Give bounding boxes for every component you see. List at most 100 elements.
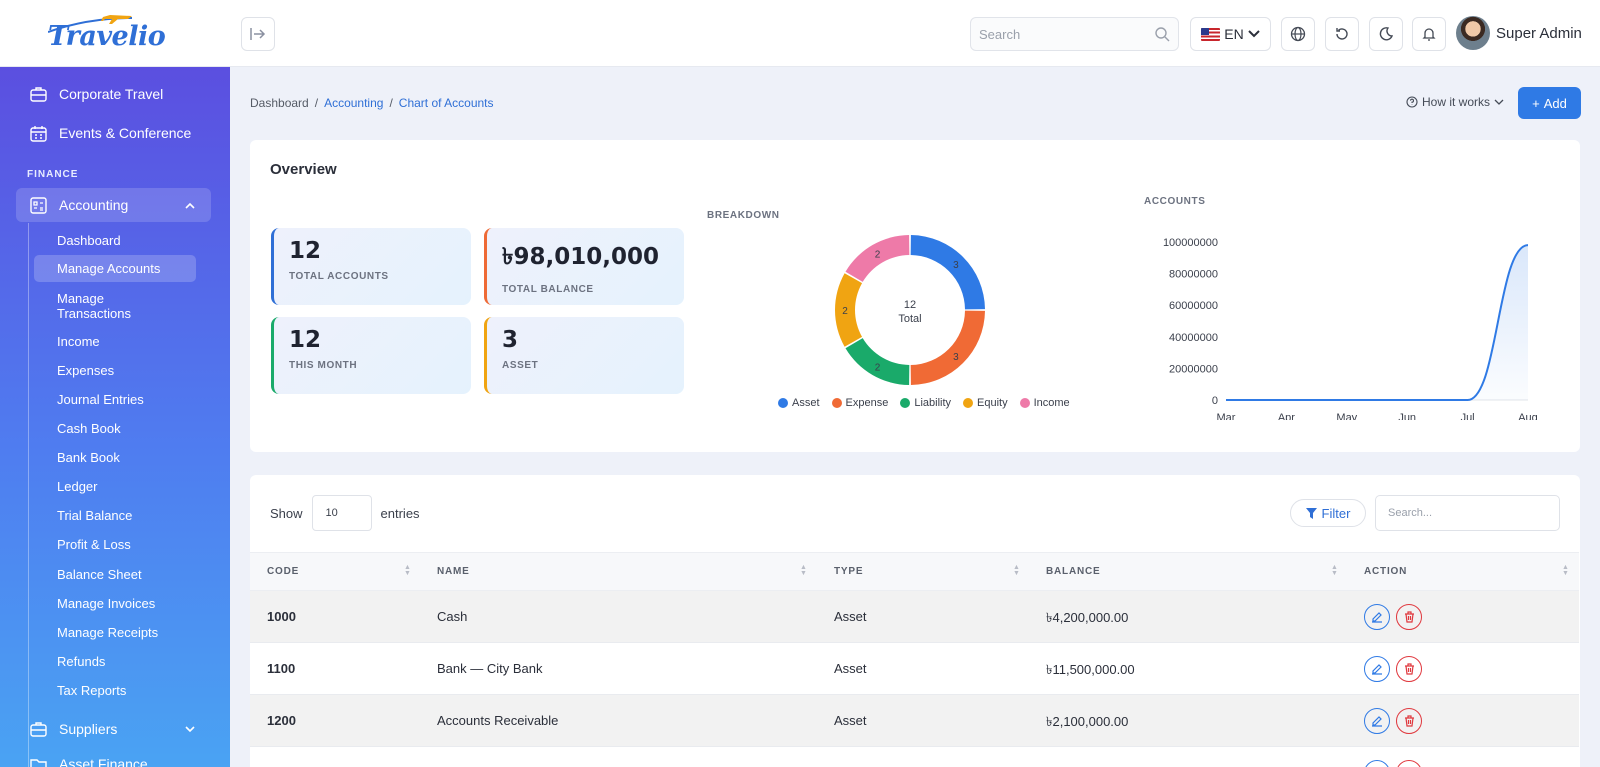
sub-item-income[interactable]: Income <box>57 334 100 349</box>
sub-item-manage-invoices[interactable]: Manage Invoices <box>57 596 156 611</box>
sub-item-refunds[interactable]: Refunds <box>57 654 106 669</box>
table-row: 1100 Bank — City Bank Asset ৳11,500,000.… <box>250 643 1579 695</box>
breadcrumb: Dashboard / Accounting / Chart of Accoun… <box>250 96 494 110</box>
delete-button[interactable] <box>1396 760 1422 767</box>
stat-total-balance: ৳98,010,000 TOTAL BALANCE <box>484 228 684 305</box>
sort-icon[interactable]: ▲ ▼ <box>800 564 807 577</box>
sub-item-cash-book[interactable]: Cash Book <box>57 421 121 436</box>
edit-button[interactable] <box>1364 656 1390 682</box>
accounts-series-line[interactable] <box>1226 244 1529 401</box>
x-tick-label: May <box>1336 412 1357 420</box>
chevron-down-icon[interactable] <box>185 725 195 733</box>
stat-this-month: 12 THIS MONTH <box>271 317 471 394</box>
sub-item-profit-loss[interactable]: Profit & Loss <box>57 537 131 552</box>
donut-slice-expense[interactable] <box>910 310 985 385</box>
cell-code: 1000 <box>267 609 296 624</box>
sidebar-item-suppliers[interactable]: Suppliers <box>16 712 211 746</box>
sidebar-item-accounting[interactable]: Accounting <box>16 188 211 222</box>
sidebar-item-asset-finance[interactable]: Asset Finance <box>16 747 211 767</box>
delete-button[interactable] <box>1396 708 1422 734</box>
accounts-area-fill <box>1226 245 1528 400</box>
refresh-button[interactable] <box>1325 17 1359 51</box>
column-header-type[interactable]: TYPE <box>834 566 864 577</box>
top-bar: Travelio EN Super Admin <box>0 0 1600 67</box>
breadcrumb-current: Chart of Accounts <box>398 96 494 110</box>
sub-item-manage-transactions[interactable]: Manage Transactions <box>57 291 131 321</box>
cell-balance: ৳11,500,000.00 <box>1046 662 1135 677</box>
overview-title: Overview <box>270 161 337 178</box>
sort-icon[interactable]: ▲ ▼ <box>1013 564 1020 577</box>
how-it-works-dropdown[interactable]: How it works <box>1406 95 1504 109</box>
column-header-balance[interactable]: BALANCE <box>1046 566 1101 577</box>
entries-per-page-input[interactable]: 10 <box>311 495 372 531</box>
plus-icon: + <box>1532 95 1540 111</box>
sidebar-item-corporate-travel[interactable]: Corporate Travel <box>16 77 211 111</box>
delete-button[interactable] <box>1396 656 1422 682</box>
cell-balance: ৳2,100,000.00 <box>1046 714 1129 729</box>
breakdown-legend: Asset Expense Liability Equity Income <box>778 397 1070 409</box>
legend-item-liability[interactable]: Liability <box>900 397 951 409</box>
x-tick-label: Aug <box>1518 412 1538 420</box>
sort-icon[interactable]: ▲ ▼ <box>1331 564 1338 577</box>
legend-item-expense[interactable]: Expense <box>831 397 888 409</box>
sidebar-item-events[interactable]: Events & Conference <box>16 116 211 150</box>
add-button[interactable]: + Add <box>1518 87 1581 119</box>
column-header-name[interactable]: NAME <box>437 566 470 577</box>
breadcrumb-accounting[interactable]: Accounting <box>324 96 384 110</box>
language-selector[interactable]: EN <box>1190 17 1271 51</box>
edit-icon <box>1372 716 1382 727</box>
legend-item-income[interactable]: Income <box>1019 397 1070 409</box>
sub-item-dashboard[interactable]: Dashboard <box>57 233 121 248</box>
sub-item-trial-balance[interactable]: Trial Balance <box>57 508 133 523</box>
donut-slice-equity[interactable] <box>835 273 863 347</box>
edit-button[interactable] <box>1364 604 1390 630</box>
submenu-divider <box>28 223 29 767</box>
donut-slice-income[interactable] <box>845 235 910 282</box>
sub-item-bank-book[interactable]: Bank Book <box>57 450 120 465</box>
global-search[interactable] <box>970 17 1179 51</box>
stat-value: ৳98,010,000 <box>502 244 659 270</box>
legend-item-asset[interactable]: Asset <box>778 397 820 409</box>
sub-item-tax-reports[interactable]: Tax Reports <box>57 683 127 698</box>
theme-toggle-button[interactable] <box>1369 17 1403 51</box>
donut-slice-asset[interactable] <box>910 235 985 310</box>
folder-icon <box>30 759 47 767</box>
language-label: EN <box>1224 26 1244 42</box>
cell-type: Asset <box>834 713 867 728</box>
notifications-button[interactable] <box>1412 17 1446 51</box>
avatar <box>1456 16 1490 50</box>
cell-name: Accounts Receivable <box>437 713 559 728</box>
legend-label: Income <box>1033 397 1070 409</box>
legend-item-equity[interactable]: Equity <box>963 397 1008 409</box>
cell-type: Asset <box>834 609 867 624</box>
filter-button[interactable]: Filter <box>1290 499 1366 527</box>
sub-item-manage-receipts[interactable]: Manage Receipts <box>57 625 159 640</box>
donut-center-label: Total <box>898 313 921 325</box>
globe-button[interactable] <box>1281 17 1315 51</box>
logo[interactable]: Travelio <box>48 12 166 52</box>
sub-item-ledger[interactable]: Ledger <box>57 479 98 494</box>
y-tick-label: 100000000 <box>1163 237 1218 249</box>
cell-name: Cash <box>437 609 468 624</box>
sort-icon[interactable]: ▲ ▼ <box>1562 564 1569 577</box>
sort-icon[interactable]: ▲ ▼ <box>404 564 411 577</box>
edit-button[interactable] <box>1364 760 1390 767</box>
stat-label: TOTAL BALANCE <box>502 284 594 295</box>
user-menu[interactable]: Super Admin <box>1456 16 1582 50</box>
table-search-input[interactable] <box>1375 495 1560 531</box>
collapse-sidebar-button[interactable] <box>241 17 275 51</box>
sub-item-balance-sheet[interactable]: Balance Sheet <box>57 567 142 582</box>
delete-button[interactable] <box>1396 604 1422 630</box>
breadcrumb-home[interactable]: Dashboard <box>250 96 309 110</box>
legend-label: Asset <box>792 397 820 409</box>
column-header-code[interactable]: CODE <box>267 566 300 577</box>
sub-item-journal-entries[interactable]: Journal Entries <box>57 392 144 407</box>
edit-button[interactable] <box>1364 708 1390 734</box>
global-search-input[interactable] <box>979 26 1155 42</box>
sub-item-manage-accounts[interactable]: Manage Accounts <box>34 255 196 282</box>
donut-slice-liability[interactable] <box>845 338 910 385</box>
table-row: 1200 Accounts Receivable Asset ৳2,100,00… <box>250 695 1579 747</box>
chevron-up-icon[interactable] <box>185 202 195 209</box>
legend-dot <box>831 398 842 408</box>
sub-item-expenses[interactable]: Expenses <box>57 363 115 378</box>
